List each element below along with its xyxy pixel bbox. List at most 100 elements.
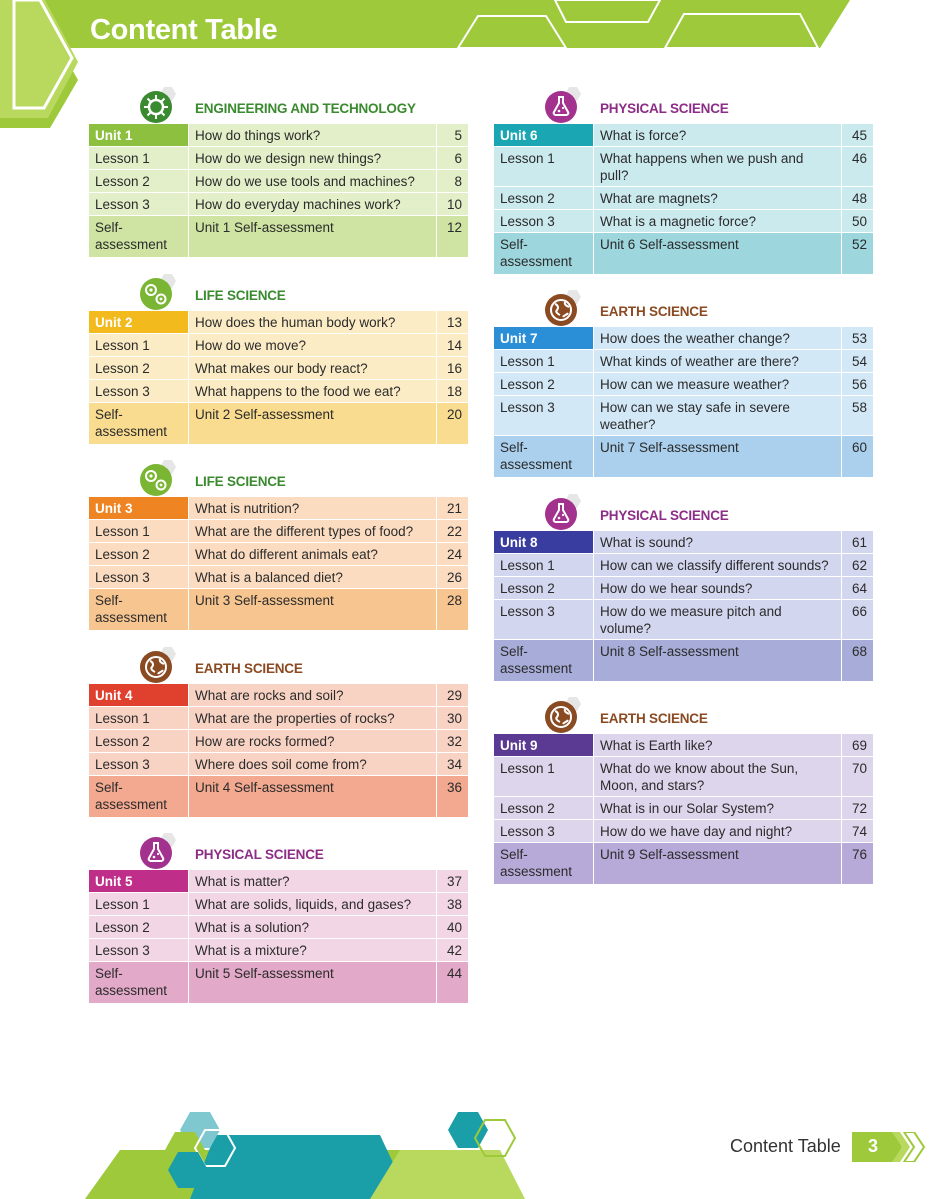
lesson-title: Where does soil come from? bbox=[188, 752, 437, 776]
unit-table: Unit 4 What are rocks and soil? 29 Lesson 1… bbox=[88, 683, 469, 818]
lesson-row[interactable]: Lesson 1 What are the properties of rocks… bbox=[88, 706, 469, 730]
lesson-row[interactable]: Lesson 3 How do we measure pitch and volu… bbox=[493, 599, 874, 640]
self-assessment-label: Self-assessment bbox=[88, 588, 189, 631]
lesson-row[interactable]: Lesson 1 What kinds of weather are there?… bbox=[493, 349, 874, 373]
lesson-row[interactable]: Lesson 2 What are magnets? 48 bbox=[493, 186, 874, 210]
lesson-row[interactable]: Lesson 3 What is a mixture? 42 bbox=[88, 938, 469, 962]
lesson-row[interactable]: Lesson 1 How do we design new things? 6 bbox=[88, 146, 469, 170]
self-assessment-row[interactable]: Self-assessment Unit 8 Self-assessment 68 bbox=[493, 639, 874, 682]
unit-page: 21 bbox=[436, 496, 469, 520]
lesson-row[interactable]: Lesson 2 How do we use tools and machines… bbox=[88, 169, 469, 193]
lesson-title: How do we measure pitch and volume? bbox=[593, 599, 842, 640]
self-assessment-title: Unit 8 Self-assessment bbox=[593, 639, 842, 682]
self-assessment-title: Unit 5 Self-assessment bbox=[188, 961, 437, 1004]
lesson-label: Lesson 3 bbox=[88, 565, 189, 589]
unit-category: LIFE SCIENCE bbox=[195, 288, 286, 303]
lesson-title: What are the different types of food? bbox=[188, 519, 437, 543]
unit-table: Unit 8 What is sound? 61 Lesson 1 How can we… bbox=[493, 530, 874, 682]
lesson-title: How do we use tools and machines? bbox=[188, 169, 437, 193]
lesson-label: Lesson 1 bbox=[88, 333, 189, 357]
lesson-label: Lesson 3 bbox=[493, 209, 594, 233]
footer-decoration bbox=[85, 1112, 525, 1199]
page-number: 3 bbox=[867, 1136, 878, 1156]
unit-category: EARTH SCIENCE bbox=[600, 711, 708, 726]
unit-row[interactable]: Unit 5 What is matter? 37 bbox=[88, 869, 469, 893]
unit-label: Unit 3 bbox=[88, 496, 189, 520]
lesson-row[interactable]: Lesson 3 What happens to the food we eat?… bbox=[88, 379, 469, 403]
unit-block: EARTH SCIENCE Unit 7 How does the weather … bbox=[493, 290, 874, 478]
lesson-row[interactable]: Lesson 1 What are solids, liquids, and ga… bbox=[88, 892, 469, 916]
lesson-page: 48 bbox=[841, 186, 874, 210]
lesson-row[interactable]: Lesson 3 How can we stay safe in severe w… bbox=[493, 395, 874, 436]
unit-table: Unit 2 How does the human body work? 13 Les… bbox=[88, 310, 469, 445]
self-assessment-row[interactable]: Self-assessment Unit 9 Self-assessment 76 bbox=[493, 842, 874, 885]
lesson-row[interactable]: Lesson 2 What is a solution? 40 bbox=[88, 915, 469, 939]
self-assessment-page: 28 bbox=[436, 588, 469, 631]
lesson-row[interactable]: Lesson 3 How do we have day and night? 74 bbox=[493, 819, 874, 843]
unit-category: PHYSICAL SCIENCE bbox=[600, 101, 729, 116]
lesson-page: 22 bbox=[436, 519, 469, 543]
lesson-page: 56 bbox=[841, 372, 874, 396]
lesson-page: 42 bbox=[436, 938, 469, 962]
unit-title: How do things work? bbox=[188, 123, 437, 147]
lesson-row[interactable]: Lesson 3 What is a magnetic force? 50 bbox=[493, 209, 874, 233]
lesson-row[interactable]: Lesson 3 What is a balanced diet? 26 bbox=[88, 565, 469, 589]
self-assessment-label: Self-assessment bbox=[493, 232, 594, 275]
unit-row[interactable]: Unit 9 What is Earth like? 69 bbox=[493, 733, 874, 757]
lesson-title: What happens to the food we eat? bbox=[188, 379, 437, 403]
lesson-row[interactable]: Lesson 2 What is in our Solar System? 72 bbox=[493, 796, 874, 820]
unit-row[interactable]: Unit 4 What are rocks and soil? 29 bbox=[88, 683, 469, 707]
lesson-row[interactable]: Lesson 2 How can we measure weather? 56 bbox=[493, 372, 874, 396]
self-assessment-row[interactable]: Self-assessment Unit 7 Self-assessment 60 bbox=[493, 435, 874, 478]
lesson-row[interactable]: Lesson 2 How are rocks formed? 32 bbox=[88, 729, 469, 753]
self-assessment-row[interactable]: Self-assessment Unit 5 Self-assessment 44 bbox=[88, 961, 469, 1004]
lesson-row[interactable]: Lesson 1 How can we classify different so… bbox=[493, 553, 874, 577]
lesson-title: What is a magnetic force? bbox=[593, 209, 842, 233]
lesson-row[interactable]: Lesson 3 How do everyday machines work? 10 bbox=[88, 192, 469, 216]
self-assessment-row[interactable]: Self-assessment Unit 3 Self-assessment 28 bbox=[88, 588, 469, 631]
lesson-row[interactable]: Lesson 1 How do we move? 14 bbox=[88, 333, 469, 357]
lesson-page: 58 bbox=[841, 395, 874, 436]
self-assessment-row[interactable]: Self-assessment Unit 2 Self-assessment 20 bbox=[88, 402, 469, 445]
self-assessment-title: Unit 7 Self-assessment bbox=[593, 435, 842, 478]
unit-table: Unit 9 What is Earth like? 69 Lesson 1 What … bbox=[493, 733, 874, 885]
unit-title: What is force? bbox=[593, 123, 842, 147]
self-assessment-row[interactable]: Self-assessment Unit 4 Self-assessment 36 bbox=[88, 775, 469, 818]
self-assessment-title: Unit 9 Self-assessment bbox=[593, 842, 842, 885]
lesson-label: Lesson 2 bbox=[88, 356, 189, 380]
self-assessment-row[interactable]: Self-assessment Unit 1 Self-assessment 12 bbox=[88, 215, 469, 258]
self-assessment-label: Self-assessment bbox=[493, 639, 594, 682]
lesson-label: Lesson 1 bbox=[88, 892, 189, 916]
lesson-page: 26 bbox=[436, 565, 469, 589]
lesson-label: Lesson 2 bbox=[493, 372, 594, 396]
lesson-label: Lesson 1 bbox=[88, 519, 189, 543]
lesson-label: Lesson 3 bbox=[88, 379, 189, 403]
unit-row[interactable]: Unit 6 What is force? 45 bbox=[493, 123, 874, 147]
unit-title: How does the weather change? bbox=[593, 326, 842, 350]
lesson-row[interactable]: Lesson 1 What happens when we push and pu… bbox=[493, 146, 874, 187]
lesson-label: Lesson 2 bbox=[88, 915, 189, 939]
lesson-label: Lesson 3 bbox=[88, 938, 189, 962]
lesson-row[interactable]: Lesson 1 What do we know about the Sun, M… bbox=[493, 756, 874, 797]
self-assessment-row[interactable]: Self-assessment Unit 6 Self-assessment 52 bbox=[493, 232, 874, 275]
lesson-label: Lesson 1 bbox=[493, 146, 594, 187]
unit-block: LIFE SCIENCE Unit 3 What is nutrition? 21 Le… bbox=[88, 460, 469, 631]
lesson-row[interactable]: Lesson 2 What do different animals eat? 24 bbox=[88, 542, 469, 566]
unit-row[interactable]: Unit 3 What is nutrition? 21 bbox=[88, 496, 469, 520]
lesson-row[interactable]: Lesson 2 What makes our body react? 16 bbox=[88, 356, 469, 380]
lesson-label: Lesson 1 bbox=[493, 756, 594, 797]
globe-icon bbox=[140, 647, 176, 683]
unit-block: PHYSICAL SCIENCE Unit 6 What is force? 45 Le… bbox=[493, 87, 874, 275]
lesson-label: Lesson 3 bbox=[88, 192, 189, 216]
unit-heading: ENGINEERING AND TECHNOLOGY bbox=[88, 87, 468, 123]
lesson-row[interactable]: Lesson 3 Where does soil come from? 34 bbox=[88, 752, 469, 776]
unit-row[interactable]: Unit 2 How does the human body work? 13 bbox=[88, 310, 469, 334]
lesson-label: Lesson 3 bbox=[493, 599, 594, 640]
lesson-row[interactable]: Lesson 1 What are the different types of … bbox=[88, 519, 469, 543]
unit-heading: PHYSICAL SCIENCE bbox=[493, 494, 873, 530]
lesson-page: 14 bbox=[436, 333, 469, 357]
unit-page: 61 bbox=[841, 530, 874, 554]
lesson-row[interactable]: Lesson 2 How do we hear sounds? 64 bbox=[493, 576, 874, 600]
page-number-tab bbox=[852, 1132, 926, 1162]
unit-row[interactable]: Unit 1 How do things work? 5 bbox=[88, 123, 469, 147]
